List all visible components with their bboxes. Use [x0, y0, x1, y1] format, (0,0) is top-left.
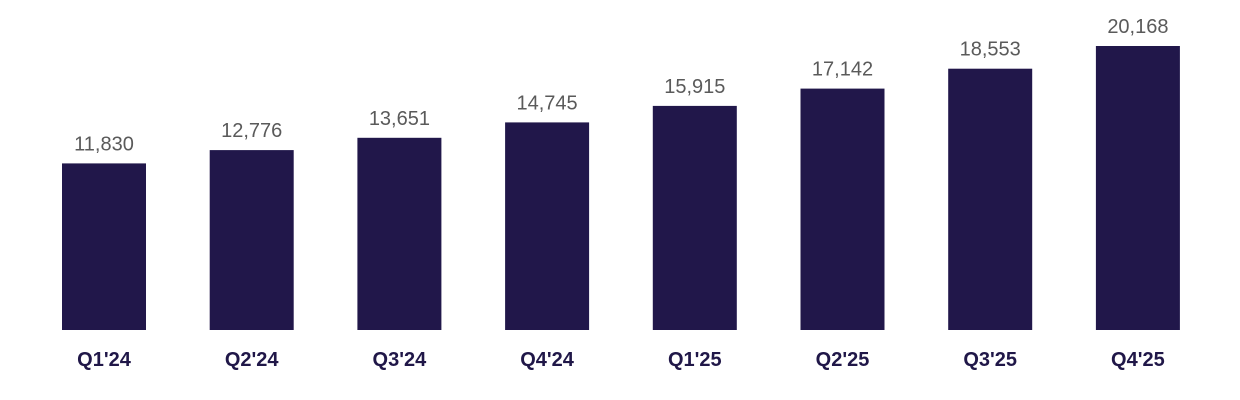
bar-0	[62, 163, 146, 330]
bar-2	[357, 137, 442, 330]
bar-3	[505, 122, 590, 331]
category-label-6: Q3'25	[963, 349, 1017, 371]
value-label-3: 14,745	[517, 92, 578, 114]
bars-group	[62, 46, 1180, 331]
value-label-1: 12,776	[221, 120, 282, 142]
bar-4	[652, 105, 737, 331]
value-label-7: 20,168	[1107, 16, 1168, 38]
category-label-7: Q4'25	[1111, 349, 1165, 371]
bar-6	[948, 68, 1033, 330]
value-label-5: 17,142	[812, 59, 873, 81]
bar-1	[209, 150, 294, 330]
category-label-4: Q1'25	[668, 349, 722, 371]
value-label-0: 11,830	[74, 133, 134, 155]
bar-7	[1095, 46, 1180, 330]
value-label-2: 13,651	[369, 108, 430, 130]
value-label-6: 18,553	[960, 39, 1021, 61]
value-label-4: 15,915	[664, 76, 725, 98]
category-label-3: Q4'24	[520, 349, 575, 371]
category-label-0: Q1'24	[77, 349, 132, 371]
value-labels-group: 11,830 12,776 13,651 14,745 15,915 17,142 18,5…	[74, 16, 1168, 155]
category-labels-group: Q1'24 Q2'24 Q3'24 Q4'24 Q1'25 Q2'25 Q3'25 Q4'25	[77, 349, 1165, 371]
category-label-2: Q3'24	[373, 349, 428, 371]
bar-5	[800, 88, 885, 330]
category-label-1: Q2'24	[225, 349, 280, 371]
category-label-5: Q2'25	[816, 349, 870, 371]
